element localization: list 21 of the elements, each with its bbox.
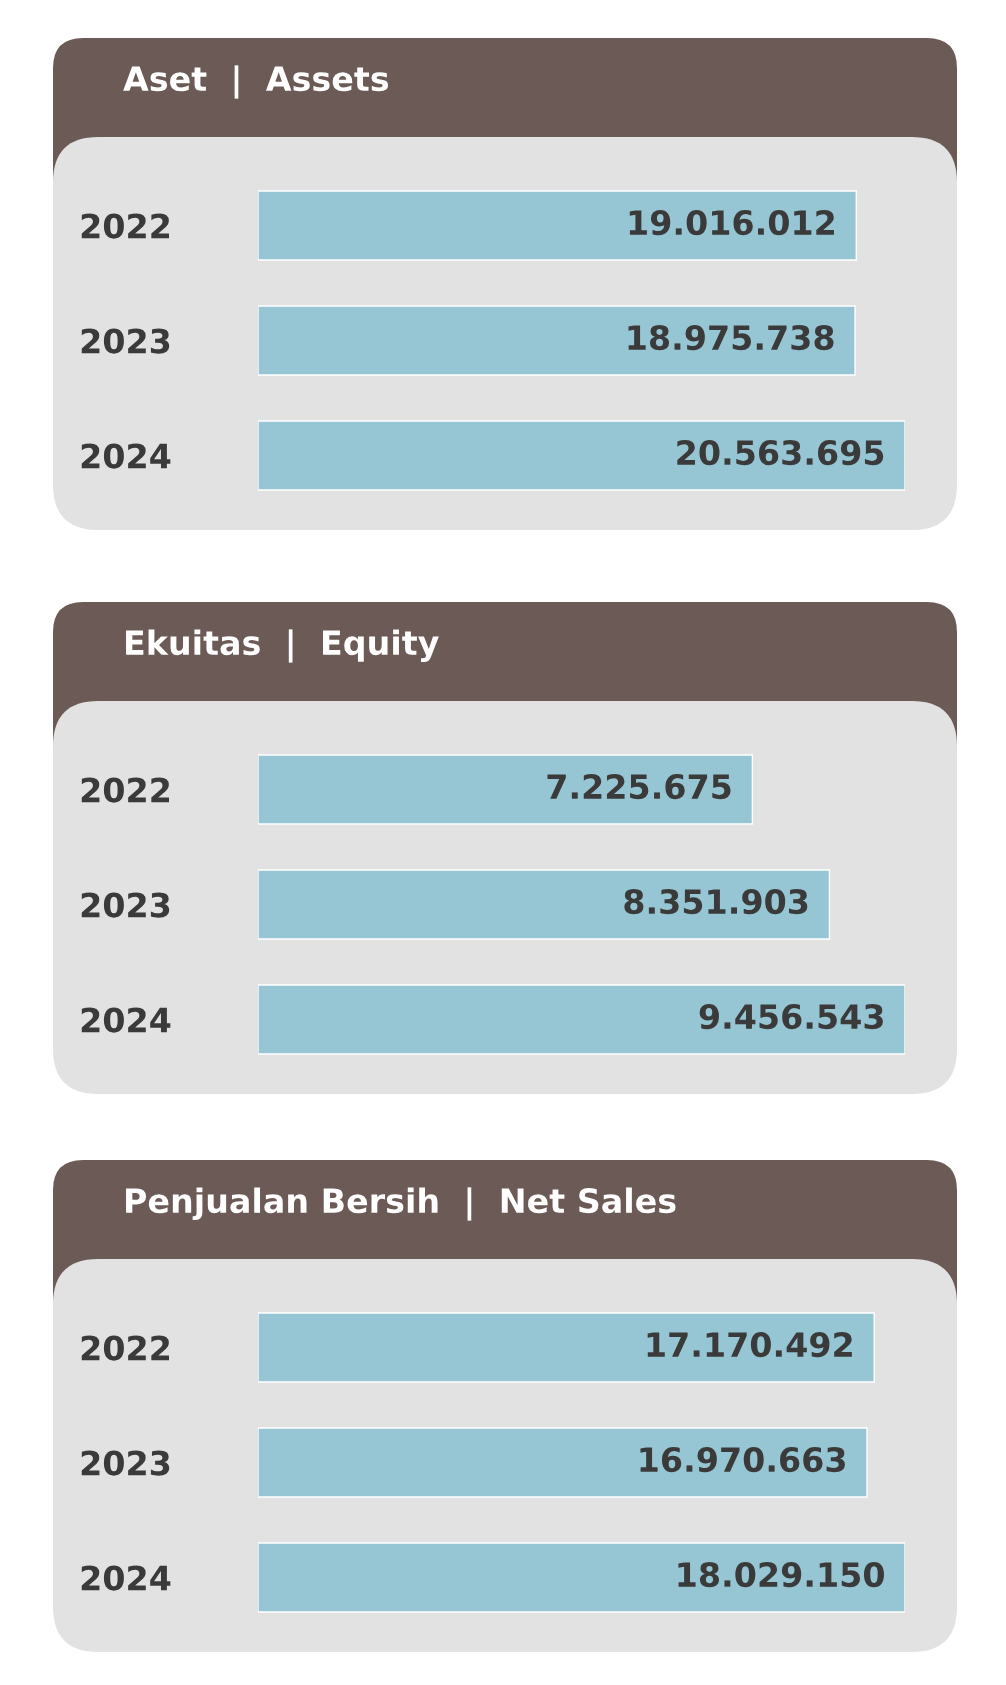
y-tick-label: 2023 (81, 1450, 170, 1476)
data-label: 16.970.663 (640, 1446, 845, 1473)
y-tick-label: 2022 (81, 213, 169, 239)
data-label: 9.456.543 (699, 1003, 883, 1030)
y-tick-label: 2023 (81, 892, 170, 918)
data-label: 18.029.150 (678, 1561, 884, 1588)
y-tick-label: 2022 (81, 1335, 169, 1361)
y-tick-label: 2023 (81, 328, 170, 354)
y-tick-label: 2024 (81, 443, 171, 469)
data-label: 18.975.738 (628, 324, 834, 351)
chart-title: Aset | Assets (123, 65, 389, 99)
data-label: 19.016.012 (629, 209, 834, 236)
data-label: 8.351.903 (624, 888, 808, 915)
chart-title: Ekuitas | Equity (126, 629, 439, 663)
y-tick-label: 2022 (81, 777, 169, 803)
data-label: 20.563.695 (677, 439, 884, 466)
chart-title: Penjualan Bersih | Net Sales (126, 1187, 676, 1221)
y-tick-label: 2024 (81, 1007, 171, 1033)
y-tick-label: 2024 (81, 1565, 171, 1591)
data-label: 7.225.675 (547, 773, 731, 800)
data-label: 17.170.492 (647, 1331, 852, 1358)
